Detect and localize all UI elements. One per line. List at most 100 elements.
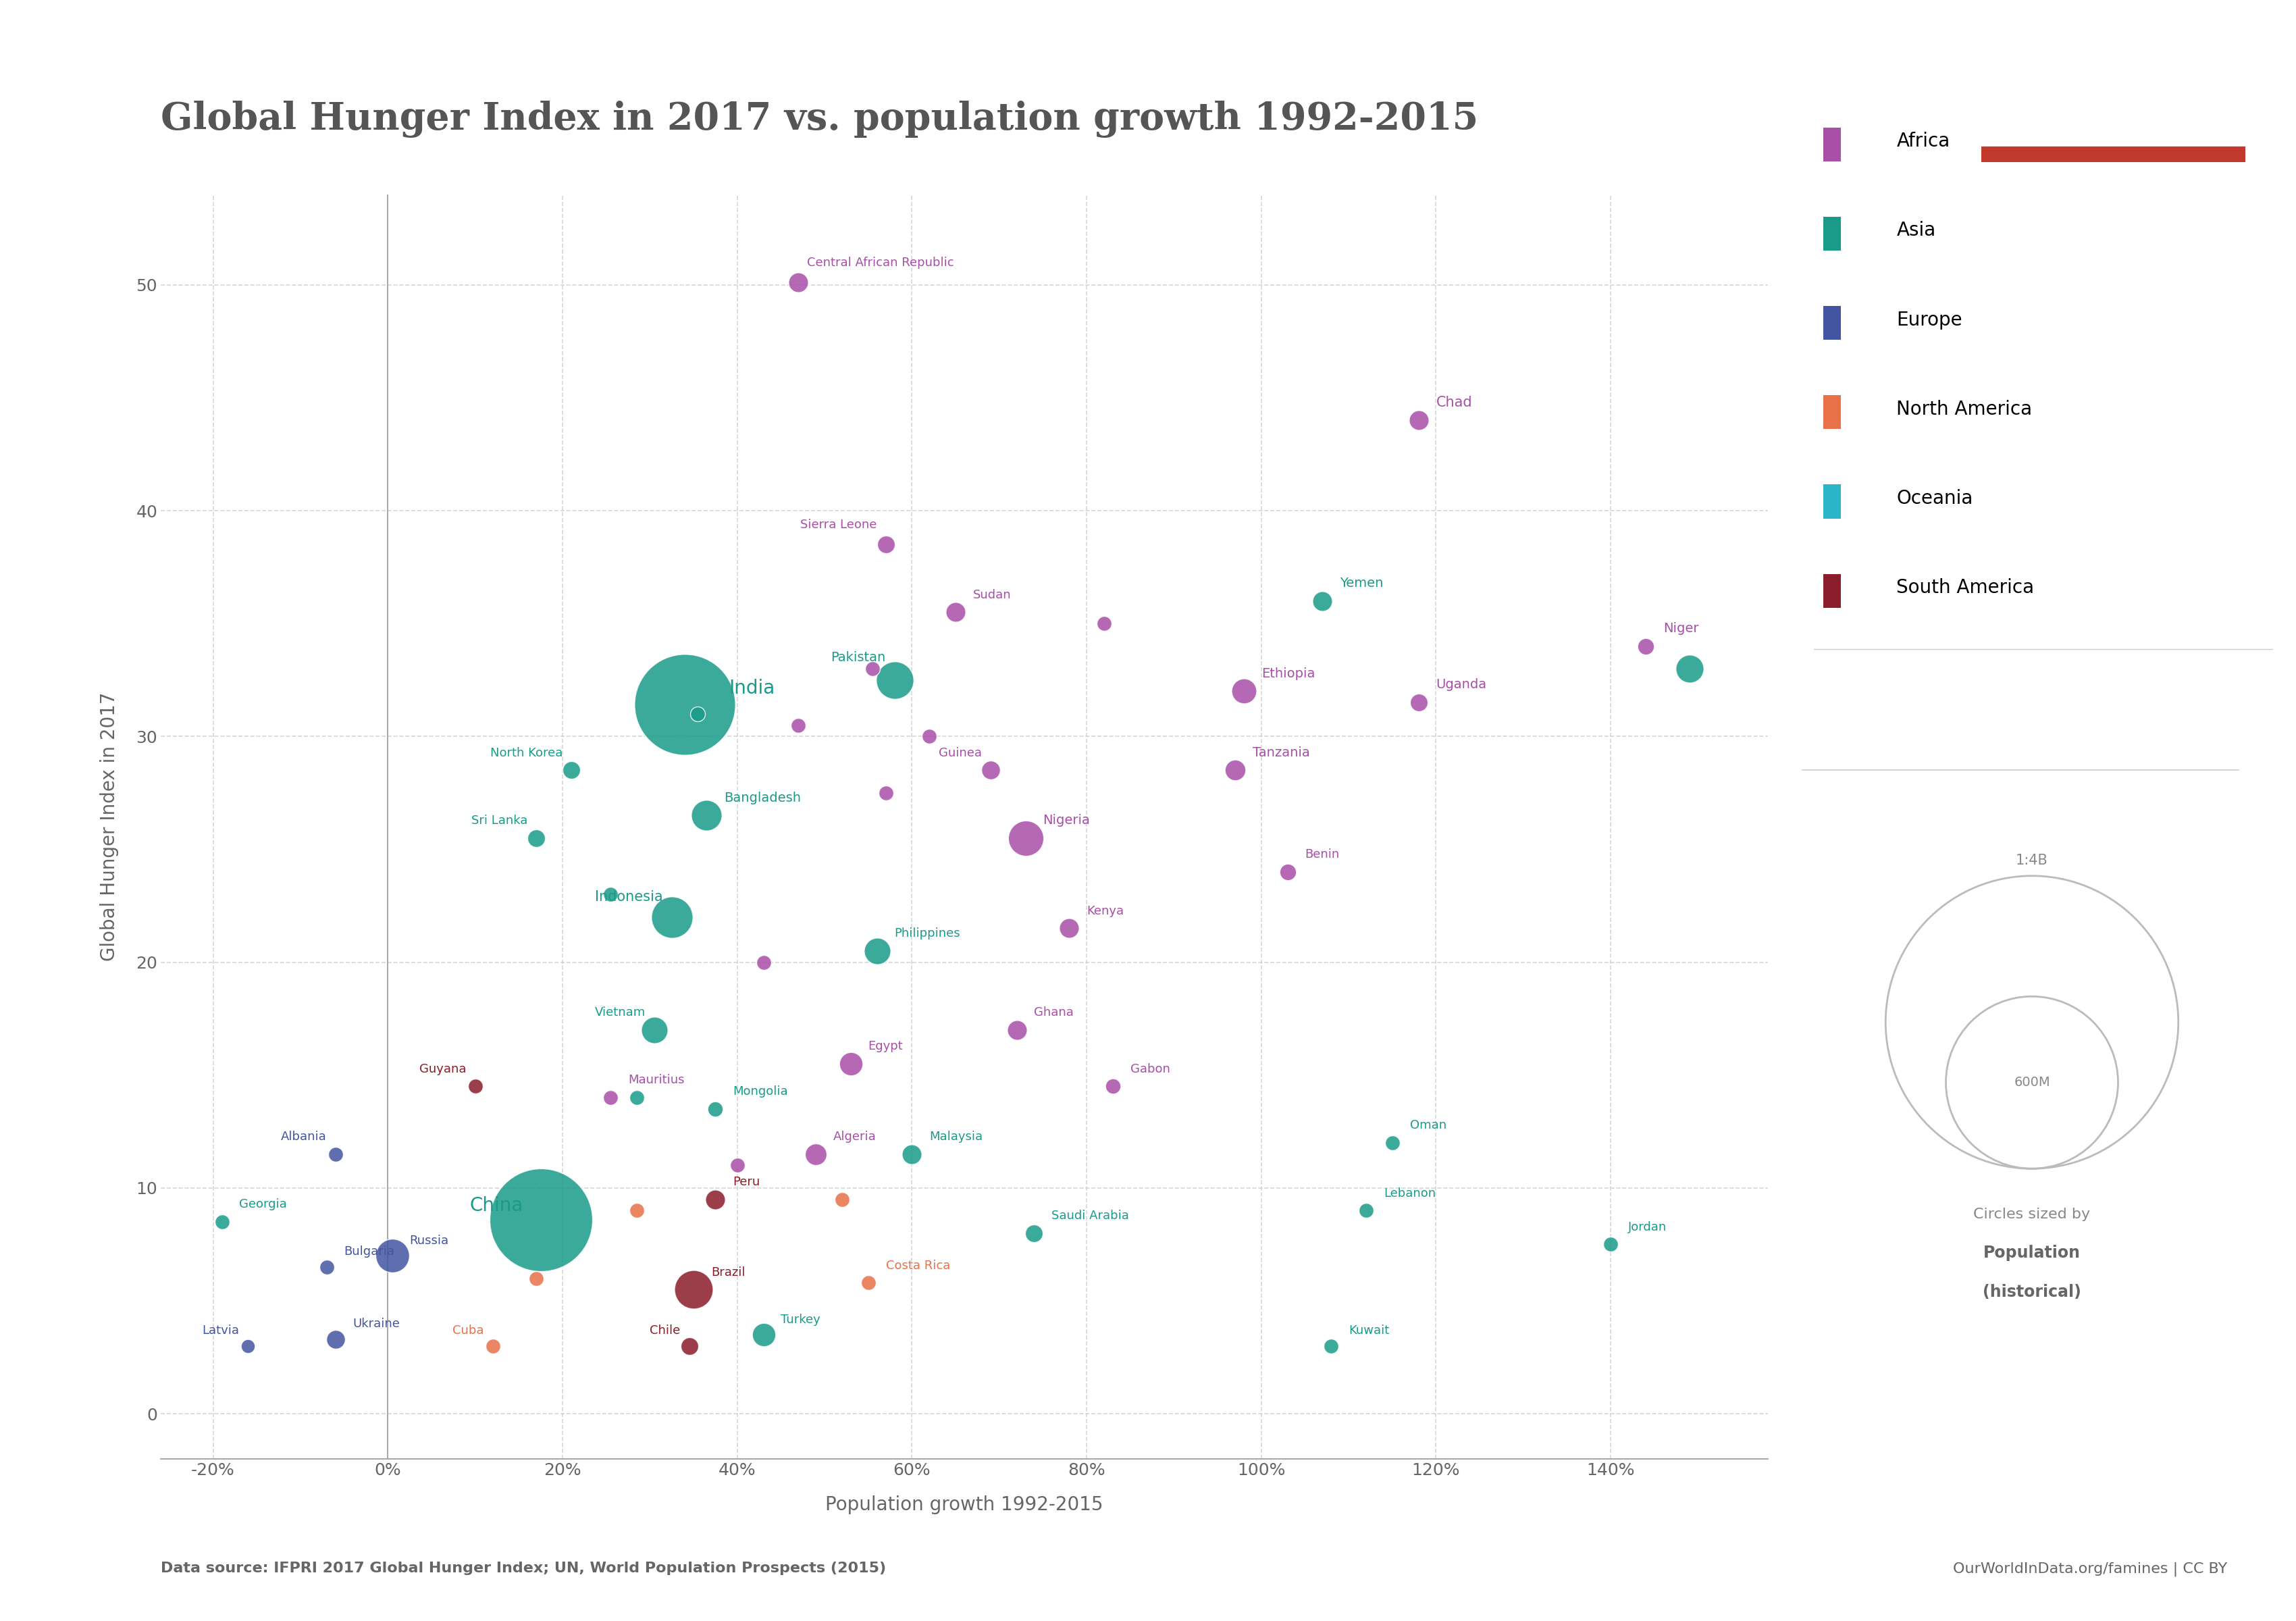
Text: Saudi Arabia: Saudi Arabia bbox=[1052, 1209, 1130, 1222]
Text: Ethiopia: Ethiopia bbox=[1261, 668, 1316, 679]
Text: Mongolia: Mongolia bbox=[732, 1086, 788, 1097]
Text: Chad: Chad bbox=[1435, 396, 1472, 408]
Text: Mauritius: Mauritius bbox=[629, 1075, 684, 1086]
Point bbox=[1086, 611, 1123, 637]
Text: Guinea: Guinea bbox=[939, 747, 983, 759]
Text: Global Hunger Index in 2017 vs. population growth 1992-2015: Global Hunger Index in 2017 vs. populati… bbox=[161, 101, 1479, 138]
Text: Costa Rica: Costa Rica bbox=[886, 1260, 951, 1271]
Point bbox=[592, 882, 629, 908]
Point bbox=[1226, 678, 1263, 704]
Point bbox=[1401, 689, 1437, 715]
Text: (historical): (historical) bbox=[1984, 1284, 2080, 1300]
Point bbox=[1015, 1221, 1052, 1247]
Point bbox=[317, 1141, 354, 1167]
Text: 1:4B: 1:4B bbox=[2016, 854, 2048, 867]
Point bbox=[744, 950, 781, 976]
Point bbox=[1348, 1198, 1384, 1224]
Point bbox=[519, 1266, 556, 1292]
Point bbox=[833, 1050, 870, 1076]
Text: India: India bbox=[728, 679, 774, 699]
Point bbox=[308, 1255, 344, 1281]
Point bbox=[893, 1141, 930, 1167]
Point bbox=[854, 657, 891, 682]
Point bbox=[1095, 1073, 1132, 1099]
Text: Sri Lanka: Sri Lanka bbox=[471, 815, 528, 827]
Point bbox=[1313, 1332, 1350, 1358]
Point bbox=[636, 1016, 673, 1042]
Point bbox=[912, 723, 948, 749]
Point bbox=[521, 1206, 558, 1232]
Point bbox=[1304, 588, 1341, 614]
Text: Kenya: Kenya bbox=[1086, 905, 1123, 917]
Text: Cuba: Cuba bbox=[452, 1324, 484, 1337]
Point bbox=[1008, 825, 1045, 851]
Text: Jordan: Jordan bbox=[1628, 1221, 1667, 1234]
Text: OurWorldInData.org/famines | CC BY: OurWorldInData.org/famines | CC BY bbox=[1954, 1561, 2227, 1576]
Bar bbox=[1823, 574, 1841, 608]
Text: Guyana: Guyana bbox=[420, 1063, 466, 1075]
Point bbox=[1671, 657, 1708, 682]
Point bbox=[999, 1016, 1035, 1042]
Point bbox=[317, 1326, 354, 1352]
Text: Lebanon: Lebanon bbox=[1384, 1187, 1435, 1200]
Text: Kuwait: Kuwait bbox=[1348, 1324, 1389, 1337]
Point bbox=[868, 780, 905, 806]
Point bbox=[689, 802, 726, 828]
Text: Indonesia: Indonesia bbox=[595, 890, 664, 903]
Text: Our World
in Data: Our World in Data bbox=[2069, 70, 2158, 104]
Point bbox=[698, 1096, 735, 1122]
Point bbox=[971, 757, 1008, 783]
Point bbox=[1217, 757, 1254, 783]
Text: Vietnam: Vietnam bbox=[595, 1007, 645, 1018]
Text: Brazil: Brazil bbox=[712, 1266, 746, 1279]
Text: Latvia: Latvia bbox=[202, 1324, 239, 1337]
Text: Oceania: Oceania bbox=[1896, 490, 1972, 507]
Point bbox=[859, 939, 895, 964]
Point bbox=[1270, 859, 1306, 885]
Point bbox=[937, 600, 974, 626]
Text: Circles sized by: Circles sized by bbox=[1975, 1208, 2089, 1221]
Text: China: China bbox=[471, 1196, 523, 1216]
Point bbox=[618, 1198, 654, 1224]
Point bbox=[230, 1332, 266, 1358]
Text: Europe: Europe bbox=[1896, 310, 1963, 329]
Bar bbox=[1823, 217, 1841, 251]
Point bbox=[374, 1243, 411, 1269]
Bar bbox=[1823, 306, 1841, 340]
Bar bbox=[1823, 485, 1841, 519]
Text: South America: South America bbox=[1896, 579, 2034, 597]
Point bbox=[744, 1321, 781, 1347]
Text: Uganda: Uganda bbox=[1435, 679, 1488, 691]
Text: Asia: Asia bbox=[1896, 220, 1936, 240]
Point bbox=[618, 1084, 654, 1110]
Point bbox=[868, 532, 905, 558]
Text: Egypt: Egypt bbox=[868, 1041, 902, 1052]
Text: Philippines: Philippines bbox=[895, 927, 960, 940]
Text: Turkey: Turkey bbox=[781, 1313, 820, 1326]
Text: Sudan: Sudan bbox=[974, 588, 1010, 601]
Text: North America: North America bbox=[1896, 400, 2032, 418]
Bar bbox=[1823, 396, 1841, 430]
Text: Peru: Peru bbox=[732, 1175, 760, 1188]
Point bbox=[666, 692, 703, 718]
Y-axis label: Global Hunger Index in 2017: Global Hunger Index in 2017 bbox=[101, 692, 119, 961]
Text: Africa: Africa bbox=[1896, 131, 1949, 151]
Point bbox=[1401, 407, 1437, 433]
Point bbox=[204, 1209, 241, 1235]
Point bbox=[592, 1084, 629, 1110]
Point bbox=[1593, 1232, 1630, 1258]
Point bbox=[553, 757, 590, 783]
Text: Chile: Chile bbox=[650, 1324, 680, 1337]
Text: Ukraine: Ukraine bbox=[354, 1318, 400, 1331]
Text: Gabon: Gabon bbox=[1130, 1063, 1171, 1075]
Text: Tanzania: Tanzania bbox=[1254, 746, 1309, 759]
Text: Sierra Leone: Sierra Leone bbox=[801, 519, 877, 532]
Point bbox=[680, 700, 716, 726]
Point bbox=[698, 1187, 735, 1213]
Point bbox=[475, 1332, 512, 1358]
Point bbox=[824, 1187, 861, 1213]
Point bbox=[457, 1073, 494, 1099]
Text: Georgia: Georgia bbox=[239, 1198, 287, 1211]
Point bbox=[797, 1141, 833, 1167]
Text: Nigeria: Nigeria bbox=[1042, 814, 1091, 827]
